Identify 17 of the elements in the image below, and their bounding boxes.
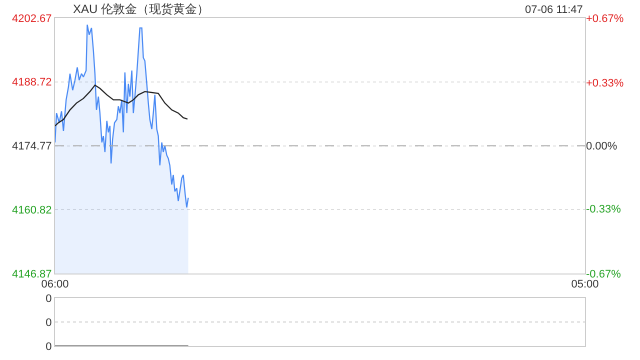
y-tick-label: 4174.77 [12, 140, 52, 153]
y-tick-label: 4146.87 [12, 268, 52, 280]
y-tick-label: 0 [46, 340, 52, 353]
y2-tick-label: -0.33% [586, 204, 622, 216]
y-tick-label: 4160.82 [12, 204, 52, 216]
x-tick-label: 05:00 [571, 278, 599, 291]
y-tick-label: 4188.72 [12, 76, 52, 89]
chart-title: XAU 伦敦金（现货黄金） [73, 2, 210, 16]
y-tick-label: 0 [46, 292, 52, 305]
text: 07-06 11:47 [525, 4, 583, 16]
y2-tick-label: 0.00% [586, 140, 618, 153]
y2-tick-label: +0.67% [586, 12, 624, 25]
y-tick-label: 4202.67 [12, 12, 52, 25]
y-tick-label: 0 [46, 316, 52, 329]
y2-tick-label: -0.67% [586, 268, 622, 280]
y2-tick-label: +0.33% [586, 78, 624, 90]
x-tick-label: 06:00 [41, 278, 69, 291]
